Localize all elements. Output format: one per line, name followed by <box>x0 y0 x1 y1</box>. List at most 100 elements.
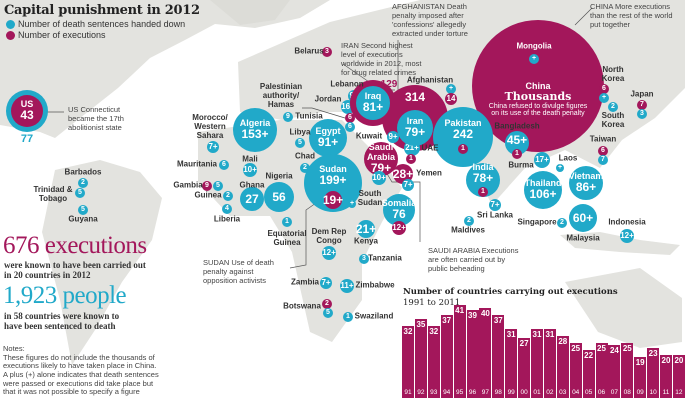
country-label-trinidad-tobago: Trinidad & Tobago <box>33 185 73 203</box>
country-label-mali: Mali <box>242 154 258 164</box>
iran-sentences-bubble: Iran 79+ <box>397 110 433 146</box>
country-label-morocco-western-sahara: Morocco/ Western Sahara <box>192 112 228 140</box>
bar-year-label: 02 <box>546 389 554 396</box>
bubble-value: 19+ <box>322 192 344 207</box>
bar-value-label: 20 <box>674 355 684 365</box>
bubble-country-name: India <box>472 161 494 172</box>
country-label-indonesia: Indonesia <box>608 217 646 227</box>
bar-value-label: 39 <box>468 310 477 320</box>
bar-year-label: 94 <box>443 389 451 396</box>
executions-bubble: 3 <box>322 47 332 57</box>
bubble-value: 21+ <box>355 221 377 236</box>
algeria-sentences-bubble: Algeria 153+ <box>233 108 277 152</box>
bar-value-label: 27 <box>519 339 529 349</box>
bubble-value: 86+ <box>575 180 597 195</box>
country-label-belarus: Belarus <box>294 46 324 56</box>
bar-10 <box>647 347 660 398</box>
bar-97 <box>479 307 492 398</box>
executions-bubble: 9 <box>202 181 212 191</box>
sentences-bubble: 2 <box>464 216 474 226</box>
sentences-bubble: 17+ <box>534 152 550 168</box>
executions-bubble: 12+ <box>392 221 406 235</box>
bar-year-label: 92 <box>417 389 425 396</box>
bar-value-label: 24 <box>609 346 619 356</box>
country-label-south-korea: South Korea <box>601 111 625 129</box>
country-label-jordan: Jordan <box>314 94 342 104</box>
country-label-japan: Japan <box>630 89 654 99</box>
bar-year-label: 09 <box>636 389 644 396</box>
bubble-country-name: Sudan <box>319 163 347 174</box>
bubble-country-name: Iraq <box>364 90 382 101</box>
bubble-value: 5 <box>81 206 85 214</box>
bubble-value: 12+ <box>620 230 634 240</box>
executions-bubble: 1 <box>458 144 468 154</box>
bar-value-label: 23 <box>648 348 658 358</box>
bubble-value: 16+ <box>341 101 355 111</box>
bar-year-label: 97 <box>481 389 489 396</box>
bar-year-label: 95 <box>455 389 464 396</box>
country-label-singapore: Singapore <box>517 217 557 227</box>
bubble-value: 10+ <box>372 172 386 182</box>
bar-98 <box>492 314 505 398</box>
bubble-value: + <box>557 164 563 172</box>
bar-01 <box>531 328 543 398</box>
annotation-iran: IRAN Second highest level of executions … <box>341 41 422 77</box>
bubble-value: 2 <box>560 219 564 227</box>
country-label-gambia: Gambia <box>173 180 203 190</box>
thailand-sentences-bubble: Thailand 106+ <box>524 171 562 209</box>
chart-title: Number of countries carrying out executi… <box>403 287 618 297</box>
people-headline: 1,923 people <box>3 282 127 309</box>
bubble-value: 7+ <box>490 199 500 209</box>
bubble-country-name: Somalia <box>381 197 417 208</box>
executions-bubble: 6 <box>599 84 609 94</box>
sentences-bubble: 6 <box>219 160 229 170</box>
sentences-bubble: + <box>529 54 539 64</box>
us-executions-bubble: US 43 <box>11 95 43 127</box>
bar-value-label: 40 <box>480 308 490 318</box>
egypt-sentences-bubble: Egypt 91+ <box>309 119 347 157</box>
legend-label: Number of death sentences handed down <box>18 19 186 29</box>
sentences-bubble: 5 <box>75 188 85 198</box>
bubble-value: 27 <box>245 191 259 206</box>
china-name: China <box>525 81 551 91</box>
bubble-value: + <box>531 55 537 63</box>
bubble-value: 7+ <box>403 179 413 189</box>
people-subtext: in 58 countries were known to have been … <box>4 311 120 331</box>
sentences-bubble: 3 <box>359 254 369 264</box>
bubble-value: 7+ <box>321 277 331 287</box>
bubble-value: 76 <box>392 207 406 222</box>
bar-08 <box>621 343 634 398</box>
bar-value-label: 31 <box>506 329 516 339</box>
sentences-bubble: 10+ <box>372 171 386 185</box>
bubble-value: 4 <box>225 205 229 213</box>
country-label-tanzania: Tanzania <box>368 253 402 263</box>
sentences-bubble: 2 <box>223 191 233 201</box>
australia-landmass <box>565 268 682 348</box>
bar-value-label: 31 <box>532 329 542 339</box>
vietnam-sentences-bubble: Vietnam 86+ <box>569 166 603 200</box>
bubble-value: 21+ <box>405 142 419 152</box>
china-note: China refused to divulge figures on its … <box>488 102 588 118</box>
bar-value-label: 35 <box>416 320 426 330</box>
sentences-bubble: 7+ <box>320 277 332 289</box>
bar-year-label: 11 <box>662 389 670 396</box>
greenland-landmass <box>210 0 290 25</box>
bar-07 <box>608 345 621 398</box>
bar-year-label: 99 <box>507 389 515 396</box>
sentences-bubble: 1 <box>282 217 292 227</box>
country-label-yemen: Yemen <box>416 168 442 178</box>
bubble-value: 3 <box>325 48 329 56</box>
country-label-equatorial-guinea: Equatorial Guinea <box>267 229 307 247</box>
country-label-kenya: Kenya <box>353 236 379 246</box>
bubble-country-name: Iran <box>406 115 424 126</box>
bubble-value: 12+ <box>322 247 336 257</box>
us-sentences-value: 77 <box>20 132 34 145</box>
bar-91 <box>402 326 414 398</box>
sentences-bubble: 6 <box>345 122 355 132</box>
executions-swatch-icon <box>6 30 15 40</box>
executions-bubble: 19+ <box>322 191 344 209</box>
bar-09 <box>634 357 647 398</box>
sentences-bubble: 2 <box>78 178 88 188</box>
bar-value-label: 37 <box>493 315 503 325</box>
bar-value-label: 37 <box>442 315 452 325</box>
